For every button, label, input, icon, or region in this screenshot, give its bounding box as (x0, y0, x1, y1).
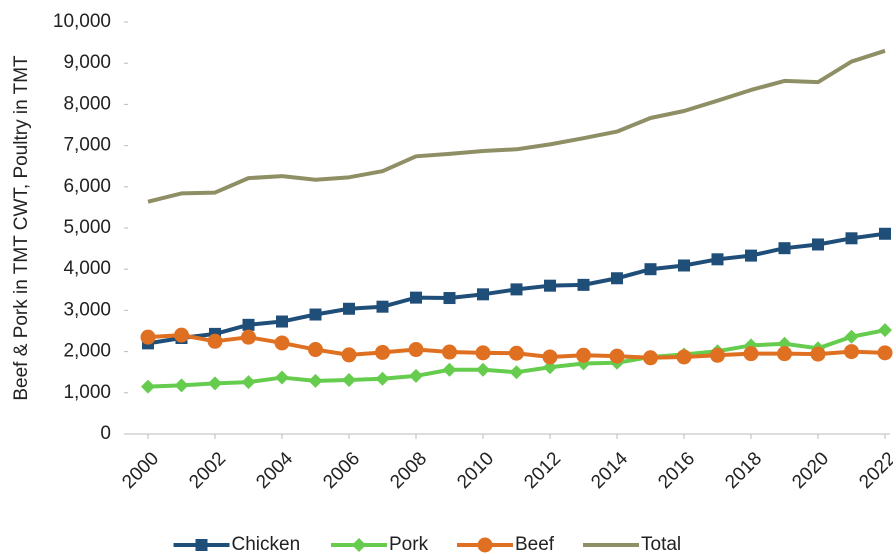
marker (676, 349, 692, 365)
legend-label: Beef (515, 534, 555, 555)
y-tick-label: 9,000 (63, 52, 111, 73)
x-tick-label: 2010 (453, 448, 498, 493)
x-tick-label: 2004 (252, 448, 297, 493)
series-line (147, 48, 886, 204)
marker (678, 259, 690, 272)
x-tick-label: 2000 (118, 448, 163, 493)
legend: Chicken Pork Beef Total (173, 534, 681, 555)
marker (174, 378, 189, 393)
x-tick-label: 2002 (185, 448, 230, 493)
marker (241, 375, 256, 390)
marker (443, 292, 456, 305)
marker (352, 538, 366, 552)
marker (275, 370, 289, 385)
marker (577, 278, 590, 291)
x-tick-label: 2016 (654, 448, 699, 493)
marker (375, 371, 390, 386)
marker (844, 344, 859, 360)
marker (777, 346, 792, 362)
x-tick-label: 2012 (520, 448, 565, 493)
y-tick-label: 6,000 (63, 176, 111, 197)
marker (611, 272, 623, 285)
x-tick-label: 2014 (587, 448, 632, 493)
marker (812, 238, 824, 251)
marker (477, 537, 493, 553)
y-tick-label: 7,000 (63, 135, 111, 156)
marker (309, 308, 322, 321)
marker (410, 291, 422, 304)
y-tick-label: 5,000 (63, 217, 111, 238)
marker (509, 345, 524, 361)
marker (341, 347, 357, 363)
marker (877, 345, 893, 361)
y-tick-label: 10,000 (53, 11, 111, 32)
marker (141, 379, 155, 394)
marker (609, 348, 625, 364)
marker (376, 300, 389, 313)
marker (543, 360, 557, 375)
marker (643, 350, 658, 366)
marker (878, 323, 892, 338)
marker (174, 327, 189, 343)
x-tick-label: 2018 (721, 448, 766, 493)
marker (810, 346, 826, 362)
marker (409, 368, 423, 383)
marker (342, 373, 356, 388)
y-axis-title: Beef & Pork in TMT CWT, Poultry in TMT (11, 55, 32, 401)
marker (207, 333, 223, 349)
marker (510, 283, 523, 296)
marker (308, 373, 323, 388)
marker (711, 253, 724, 266)
y-tick-label: 0 (100, 423, 111, 444)
marker (745, 249, 757, 262)
marker (195, 539, 208, 551)
y-tick-label: 3,000 (63, 299, 111, 320)
marker (442, 344, 457, 360)
marker (477, 288, 489, 301)
marker (710, 347, 725, 363)
marker (544, 279, 556, 292)
marker (476, 362, 490, 377)
marker (242, 318, 255, 331)
marker (140, 329, 156, 345)
legend-label: Total (641, 534, 681, 555)
marker (844, 329, 859, 344)
marker (644, 263, 657, 276)
marker (274, 335, 290, 351)
marker (375, 344, 390, 360)
marker (509, 365, 524, 380)
marker (276, 315, 288, 328)
marker (778, 242, 791, 255)
marker (408, 342, 424, 358)
y-tick-label: 2,000 (63, 341, 111, 362)
marker (308, 342, 323, 358)
marker (475, 345, 491, 361)
marker (442, 362, 457, 377)
marker (542, 349, 558, 365)
marker (576, 347, 591, 363)
marker (879, 227, 891, 240)
x-tick-label: 2020 (788, 448, 833, 493)
legend-label: Chicken (232, 534, 301, 555)
x-tick-label: 2006 (319, 448, 364, 493)
y-tick-label: 8,000 (63, 93, 111, 114)
marker (743, 346, 759, 362)
y-tick-label: 4,000 (63, 258, 111, 279)
legend-label: Pork (389, 534, 429, 555)
marker (208, 376, 222, 391)
marker (343, 302, 355, 315)
marker (845, 232, 858, 245)
x-tick-label: 2022 (855, 448, 893, 493)
x-tick-label: 2008 (386, 448, 431, 493)
marker (241, 329, 256, 345)
y-tick-label: 1,000 (63, 382, 111, 403)
